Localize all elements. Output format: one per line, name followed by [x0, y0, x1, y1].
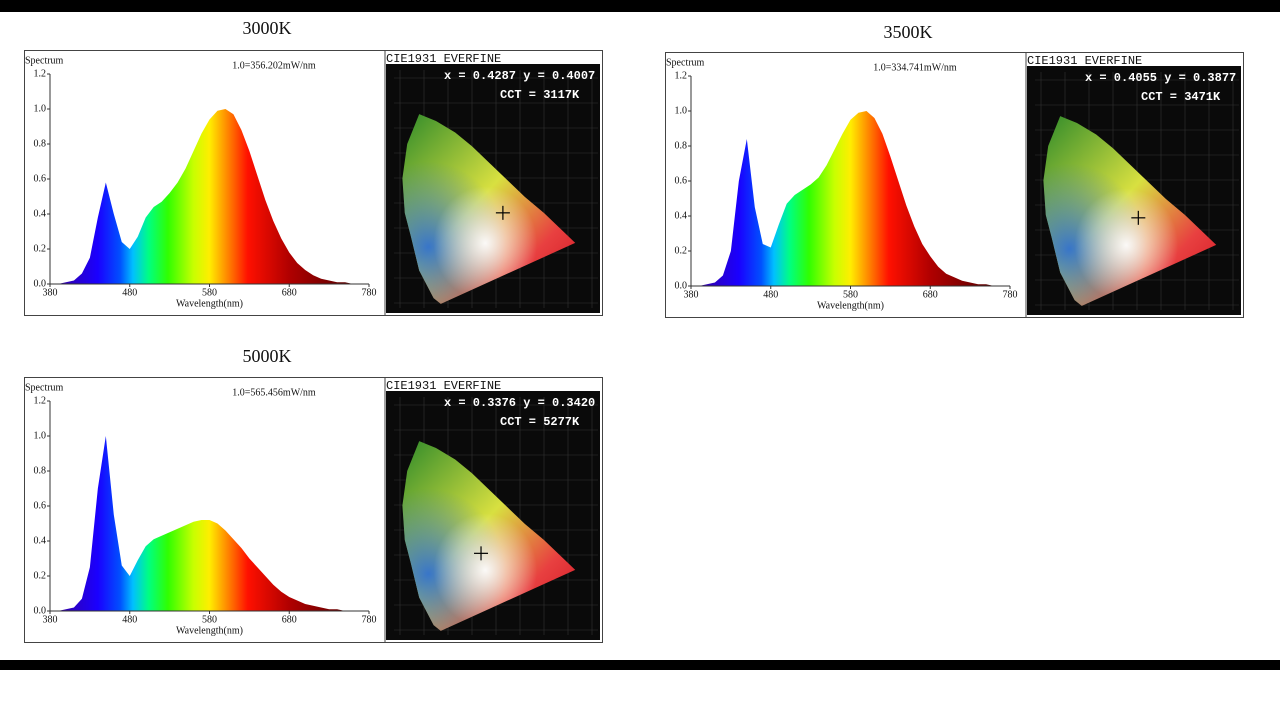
annotation: 1.0=334.741mW/nm: [873, 62, 957, 73]
y-tick-label: 0.6: [34, 173, 47, 184]
cie-locus-white: [1043, 116, 1217, 306]
x-tick-label: 680: [923, 289, 938, 300]
y-tick-label: 0.4: [34, 208, 47, 219]
cie-chromaticity: x = 0.4055 y = 0.3877: [1085, 71, 1236, 85]
x-tick-label: 680: [282, 614, 297, 625]
top-bar: [0, 0, 1280, 12]
y-axis-label: Spectrum: [25, 382, 64, 393]
y-tick-label: 0.6: [675, 175, 688, 186]
y-axis-label: Spectrum: [666, 57, 705, 68]
x-tick-label: 780: [362, 614, 377, 625]
cie-chromaticity: x = 0.4287 y = 0.4007: [444, 69, 595, 83]
x-tick-label: 480: [763, 289, 778, 300]
x-tick-label: 380: [43, 287, 58, 298]
x-tick-label: 580: [202, 614, 217, 625]
cie-locus-white: [402, 114, 576, 304]
x-tick-label: 580: [843, 289, 858, 300]
y-tick-label: 1.0: [34, 103, 47, 114]
x-tick-label: 680: [282, 287, 297, 298]
y-tick-label: 1.2: [34, 68, 47, 79]
y-tick-label: 0.4: [34, 535, 47, 546]
y-tick-label: 0.2: [675, 245, 688, 256]
annotation: 1.0=356.202mW/nm: [232, 60, 316, 71]
y-tick-label: 1.0: [675, 105, 688, 116]
y-tick-label: 0.8: [675, 140, 688, 151]
x-tick-label: 480: [122, 614, 137, 625]
y-tick-label: 0.8: [34, 138, 47, 149]
cie-title: CIE1931 EVERFINE: [1027, 54, 1142, 68]
x-axis-label: Wavelength(nm): [817, 300, 884, 311]
x-axis-label: Wavelength(nm): [176, 625, 243, 636]
cie-chromaticity: x = 0.3376 y = 0.3420: [444, 396, 595, 410]
spectrum-panel: 5000K 0.0 0.2 0.4 0.6 0.8 1.0 1.2 380 480 580 680 78…: [24, 346, 603, 643]
panel-frame: [24, 377, 603, 643]
spectrum-panel: 3000K 0.0 0.2 0.4 0.6 0.8 1.0 1.2 380 480 580 680 78…: [24, 18, 603, 316]
annotation: 1.0=565.456mW/nm: [232, 387, 316, 398]
x-tick-label: 380: [43, 614, 58, 625]
y-tick-label: 0.0: [34, 278, 47, 289]
x-axis-label: Wavelength(nm): [176, 298, 243, 309]
y-tick-label: 0.6: [34, 500, 47, 511]
y-tick-label: 0.2: [34, 570, 47, 581]
x-tick-label: 780: [1003, 289, 1018, 300]
panel-title: 3000K: [243, 18, 292, 38]
y-tick-label: 1.0: [34, 430, 47, 441]
panel-title: 5000K: [243, 346, 292, 366]
cie-title: CIE1931 EVERFINE: [386, 52, 501, 66]
spectrum-area: [50, 436, 369, 611]
y-tick-label: 1.2: [34, 395, 47, 406]
panel-frame: [24, 50, 603, 316]
cie-cct: CCT = 3471K: [1141, 90, 1221, 104]
cie-cct: CCT = 5277K: [500, 415, 580, 429]
cie-title: CIE1931 EVERFINE: [386, 379, 501, 393]
y-tick-label: 0.0: [675, 280, 688, 291]
x-tick-label: 580: [202, 287, 217, 298]
cie-locus-white: [402, 441, 576, 631]
spectrum-area: [50, 109, 369, 284]
spectrum-area: [691, 111, 1010, 286]
x-tick-label: 480: [122, 287, 137, 298]
panel-frame: [665, 52, 1244, 318]
panel-title: 3500K: [884, 22, 933, 42]
y-tick-label: 0.8: [34, 465, 47, 476]
cie-cct: CCT = 3117K: [500, 88, 580, 102]
y-tick-label: 0.0: [34, 605, 47, 616]
y-axis-label: Spectrum: [25, 55, 64, 66]
x-tick-label: 780: [362, 287, 377, 298]
y-tick-label: 0.2: [34, 243, 47, 254]
bottom-bar: [0, 660, 1280, 670]
spectrum-panel: 3500K 0.0 0.2 0.4 0.6 0.8 1.0 1.2 380 480 580 680 78…: [665, 22, 1244, 318]
y-tick-label: 0.4: [675, 210, 688, 221]
y-tick-label: 1.2: [675, 70, 688, 81]
x-tick-label: 380: [684, 289, 699, 300]
